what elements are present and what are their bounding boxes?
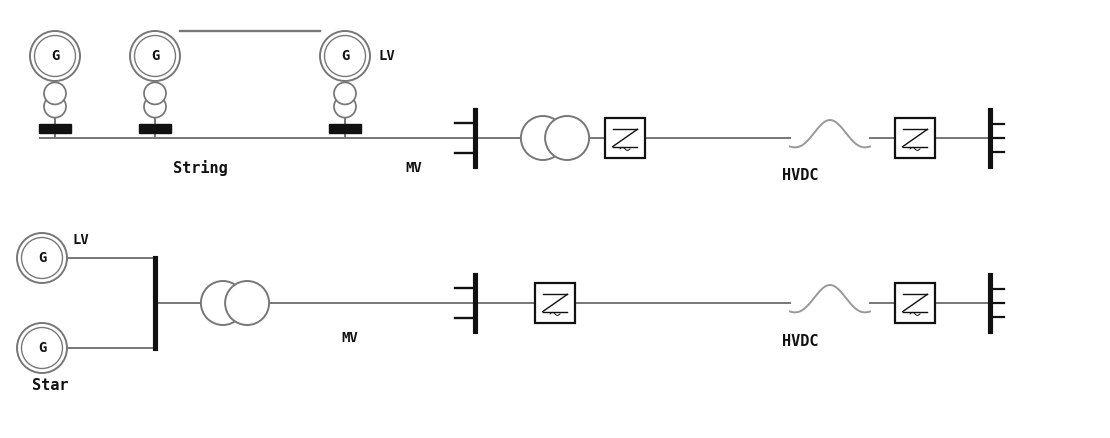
Circle shape	[225, 281, 269, 325]
Circle shape	[17, 233, 67, 283]
Text: LV: LV	[72, 233, 89, 247]
Bar	[39, 124, 71, 133]
Circle shape	[17, 323, 67, 373]
Text: String: String	[173, 160, 228, 176]
Circle shape	[144, 82, 166, 104]
Circle shape	[144, 95, 166, 117]
Text: G: G	[51, 49, 59, 63]
Circle shape	[44, 95, 65, 117]
Bar	[605, 118, 645, 158]
Text: G: G	[38, 341, 47, 355]
Text: Star: Star	[32, 378, 69, 393]
Text: LV: LV	[379, 49, 395, 63]
Bar	[895, 118, 935, 158]
Circle shape	[521, 116, 565, 160]
Circle shape	[545, 116, 589, 160]
Text: G: G	[341, 49, 350, 63]
Text: MV: MV	[342, 331, 359, 345]
Bar	[895, 283, 935, 323]
Bar	[329, 124, 361, 133]
Circle shape	[320, 31, 370, 81]
Text: HVDC: HVDC	[781, 333, 818, 349]
Circle shape	[334, 82, 356, 104]
Text: G: G	[151, 49, 159, 63]
Circle shape	[30, 31, 80, 81]
Bar	[139, 124, 171, 133]
Text: G: G	[38, 251, 47, 265]
Bar	[535, 283, 575, 323]
Circle shape	[334, 95, 356, 117]
Text: HVDC: HVDC	[781, 169, 818, 184]
Circle shape	[44, 82, 65, 104]
Circle shape	[201, 281, 245, 325]
Text: MV: MV	[405, 161, 422, 175]
Circle shape	[130, 31, 180, 81]
